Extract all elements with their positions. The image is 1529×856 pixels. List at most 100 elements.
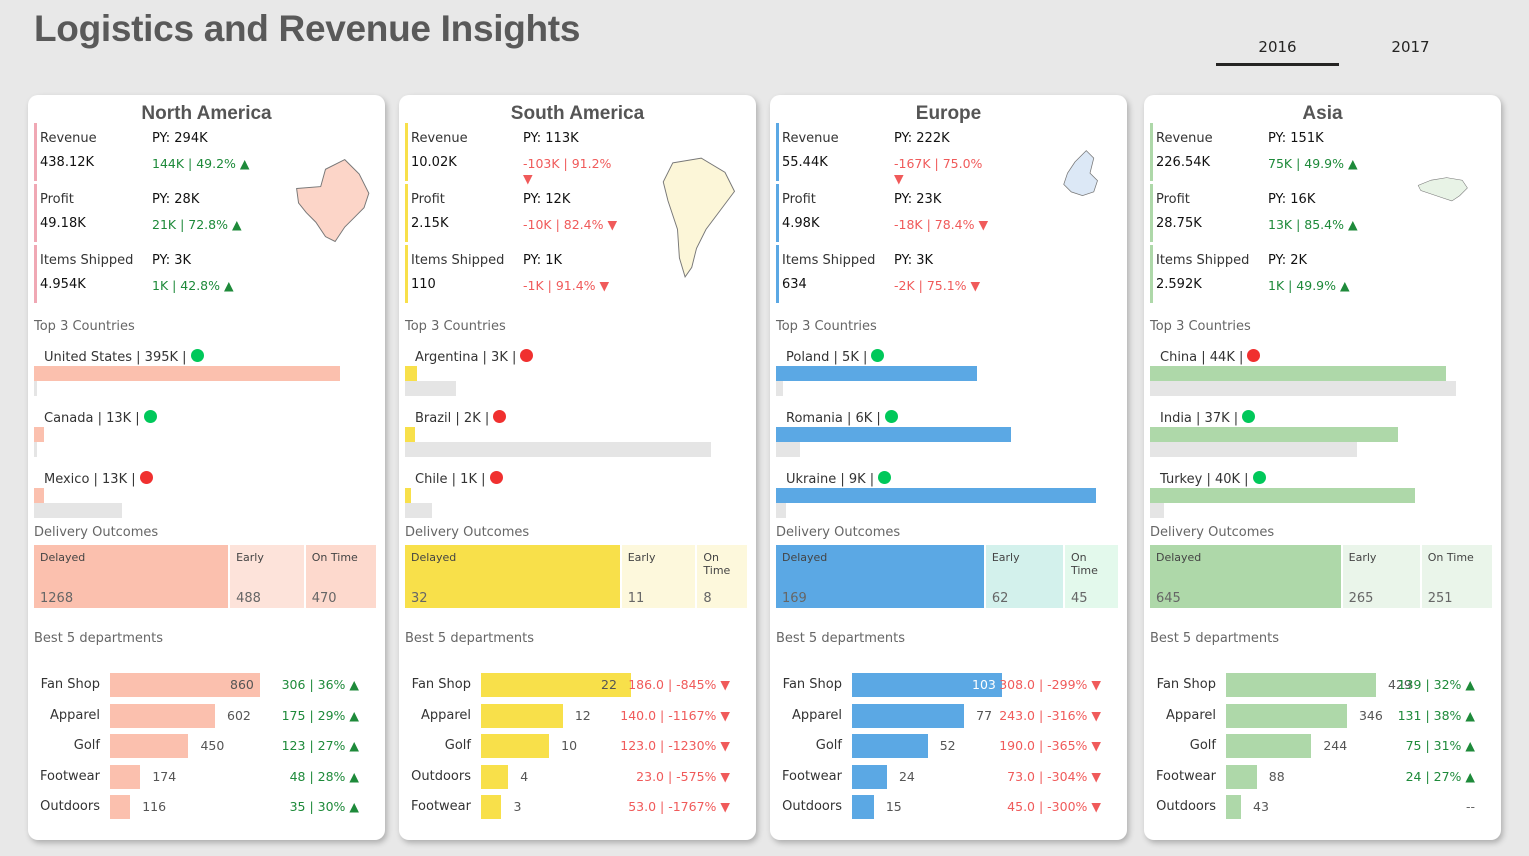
current-year-bar <box>34 427 45 442</box>
delivery-tile[interactable]: Early 11 <box>621 545 696 608</box>
department-value: 12 <box>574 707 591 723</box>
department-bar <box>1226 703 1347 728</box>
department-row[interactable]: Fan Shop 103 308.0 | -299% ▼ <box>770 673 1127 701</box>
department-delta: 139 | 32% ▲ <box>1397 677 1475 692</box>
current-year-bar <box>1150 427 1399 442</box>
kpi-label: Items Shipped <box>1156 253 1250 268</box>
delivery-outcomes-label: Delivery Outcomes <box>405 525 530 540</box>
delivery-tile[interactable]: Delayed 169 <box>776 545 984 608</box>
country-bar-row[interactable]: Ukraine | 9K | <box>776 471 1116 531</box>
department-row[interactable]: Golf 52 190.0 | -365% ▼ <box>770 734 1127 762</box>
year-tab-2016[interactable]: 2016 <box>1216 36 1339 66</box>
country-label: Turkey | 40K | <box>1160 472 1249 487</box>
department-value: 602 <box>227 707 251 723</box>
department-bar <box>481 703 563 728</box>
north-america-map-icon[interactable] <box>273 150 378 280</box>
department-delta: 73.0 | -304% ▼ <box>1007 768 1101 784</box>
kpi-value: 28.75K <box>1156 216 1202 231</box>
prior-year-bar <box>1150 442 1358 457</box>
prior-year-bar <box>34 442 37 457</box>
department-name: Golf <box>444 738 471 753</box>
kpi-prior-year: PY: 28K <box>152 192 200 207</box>
department-delta: 175 | 29% ▲ <box>281 707 359 723</box>
department-value: 15 <box>885 799 902 814</box>
country-label: United States | 395K | <box>44 350 187 365</box>
country-bar-row[interactable]: Canada | 13K | <box>34 410 374 470</box>
current-year-bar <box>34 488 45 503</box>
department-row[interactable]: Footwear 88 24 | 27% ▲ <box>1144 764 1501 793</box>
department-row[interactable]: Footwear 174 48 | 28% ▲ <box>28 764 385 793</box>
department-row[interactable]: Fan Shop 22 186.0 | -845% ▼ <box>399 673 756 701</box>
country-bar-row[interactable]: Argentina | 3K | <box>405 349 745 409</box>
department-value: 43 <box>1253 799 1269 814</box>
department-row[interactable]: Apparel 346 131 | 38% ▲ <box>1144 703 1501 732</box>
kpi-prior-year: PY: 12K <box>523 192 571 207</box>
department-row[interactable]: Apparel 77 243.0 | -316% ▼ <box>770 703 1127 732</box>
country-bar-row[interactable]: India | 37K | <box>1150 410 1490 470</box>
department-row[interactable]: Fan Shop 429 139 | 32% ▲ <box>1144 673 1501 701</box>
country-bar-row[interactable]: Brazil | 2K | <box>405 410 745 470</box>
department-row[interactable]: Outdoors 15 45.0 | -300% ▼ <box>770 795 1127 823</box>
prior-year-bar <box>776 503 787 518</box>
prior-year-bar <box>34 503 123 518</box>
department-row[interactable]: Apparel 12 140.0 | -1167% ▼ <box>399 703 756 732</box>
kpi-value: 2.592K <box>1156 277 1202 292</box>
delivery-tile-label: Delayed <box>411 551 457 564</box>
department-row[interactable]: Fan Shop 860 306 | 36% ▲ <box>28 673 385 701</box>
department-delta: 308.0 | -299% ▼ <box>999 677 1101 692</box>
country-bar-row[interactable]: Chile | 1K | <box>405 471 745 531</box>
delivery-tile-label: Early <box>236 551 264 564</box>
country-bar-row[interactable]: Poland | 5K | <box>776 349 1116 409</box>
prior-year-bar <box>405 503 433 518</box>
europe-map-icon[interactable] <box>1045 140 1120 255</box>
country-bar-row[interactable]: Romania | 6K | <box>776 410 1116 470</box>
country-bar-row[interactable]: China | 44K | <box>1150 349 1490 409</box>
department-name: Apparel <box>791 707 842 723</box>
department-name: Footwear <box>411 799 471 814</box>
asia-map-icon[interactable] <box>1389 175 1494 245</box>
kpi-value: 10.02K <box>411 155 457 170</box>
top-countries-label: Top 3 Countries <box>405 319 506 334</box>
delivery-tile[interactable]: Delayed 645 <box>1150 545 1341 608</box>
delivery-tile[interactable]: Delayed 1268 <box>34 545 229 608</box>
delivery-outcomes-label: Delivery Outcomes <box>34 525 159 540</box>
status-dot-icon <box>190 349 204 362</box>
delivery-tile[interactable]: Early 62 <box>985 545 1063 608</box>
department-row[interactable]: Apparel 602 175 | 29% ▲ <box>28 703 385 732</box>
delivery-tile[interactable]: On Time 45 <box>1064 545 1118 608</box>
department-value: 10 <box>561 738 578 753</box>
department-row[interactable]: Outdoors 43 -- <box>1144 795 1501 823</box>
delivery-tile[interactable]: On Time 470 <box>305 545 376 608</box>
country-bar-row[interactable]: United States | 395K | <box>34 349 374 409</box>
department-row[interactable]: Footwear 24 73.0 | -304% ▼ <box>770 764 1127 793</box>
delivery-tile-value: 645 <box>1156 591 1181 606</box>
delivery-tile-value: 470 <box>311 591 337 606</box>
delivery-tile[interactable]: Early 265 <box>1342 545 1420 608</box>
department-row[interactable]: Golf 10 123.0 | -1230% ▼ <box>399 734 756 762</box>
department-row[interactable]: Outdoors 116 35 | 30% ▲ <box>28 795 385 823</box>
delivery-treemap: Delayed 1268 Early 488 On Time 470 <box>34 545 378 608</box>
kpi-accent-bar <box>34 245 37 303</box>
department-row[interactable]: Footwear 3 53.0 | -1767% ▼ <box>399 795 756 823</box>
delivery-treemap: Delayed 645 Early 265 On Time 251 <box>1150 545 1494 608</box>
department-bar <box>1226 795 1242 819</box>
delivery-tile[interactable]: Delayed 32 <box>405 545 620 608</box>
delivery-tile[interactable]: On Time 8 <box>697 545 747 608</box>
south-america-map-icon[interactable] <box>649 140 744 295</box>
region-card: North America Revenue 438.12K PY: 294K 1… <box>28 95 385 840</box>
delivery-tile[interactable]: On Time 251 <box>1421 545 1492 608</box>
country-bar-row[interactable]: Mexico | 13K | <box>34 471 374 531</box>
department-row[interactable]: Outdoors 4 23.0 | -575% ▼ <box>399 764 756 793</box>
kpi-label: Items Shipped <box>40 253 134 268</box>
delivery-tile-label: Early <box>1348 551 1377 564</box>
department-delta: -- <box>1465 799 1475 814</box>
year-tab-2017[interactable]: 2017 <box>1391 38 1430 56</box>
department-row[interactable]: Golf 450 123 | 27% ▲ <box>28 734 385 762</box>
delivery-tile[interactable]: Early 488 <box>230 545 304 608</box>
kpi-accent-bar <box>776 123 779 181</box>
country-bar-row[interactable]: Turkey | 40K | <box>1150 471 1490 531</box>
department-bar <box>481 795 502 819</box>
department-bar <box>110 795 131 819</box>
kpi-accent-bar <box>776 245 779 303</box>
department-row[interactable]: Golf 244 75 | 31% ▲ <box>1144 734 1501 762</box>
